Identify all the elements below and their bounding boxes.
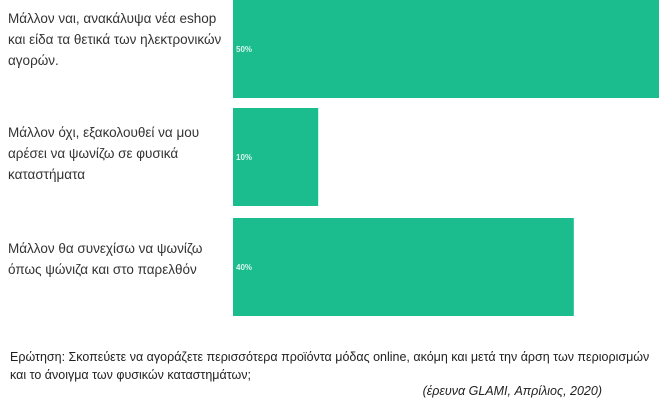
category-label-1: Μάλλον ναι, ανακάλυψα νέα eshop και είδα… (8, 11, 222, 68)
survey-question: Ερώτηση: Σκοπεύετε να αγοράζετε περισσότ… (10, 350, 650, 382)
bar-value-label-1: 50% (236, 45, 252, 54)
bar-2 (233, 108, 319, 206)
bar-chart: Μάλλον ναι, ανακάλυψα νέα eshop και είδα… (8, 0, 659, 316)
bar-value-label-2: 10% (236, 153, 252, 162)
bar-value-label-3: 40% (236, 263, 252, 272)
category-label-3: Μάλλον θα συνεχίσω να ψωνίζω όπως ψώνιζα… (8, 241, 203, 277)
source-note: (έρευνα GLAMI, Απρίλιος, 2020) (422, 384, 602, 398)
bar-3 (233, 218, 574, 316)
category-label-2: Μάλλον όχι, εξακολουθεί να μου αρέσει να… (8, 125, 200, 182)
bars-area: 50% 10% 40% (233, 0, 659, 316)
bar-1 (233, 0, 659, 98)
